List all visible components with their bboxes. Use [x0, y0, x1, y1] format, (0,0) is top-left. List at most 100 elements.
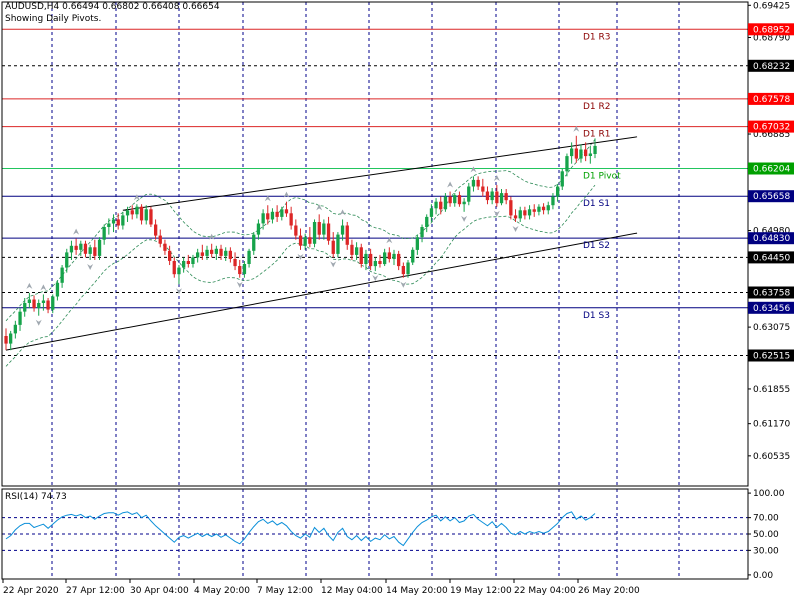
candle-body-9 [46, 300, 50, 310]
candle-body-22 [107, 223, 111, 227]
badge-d1-r2-bg [748, 92, 794, 105]
candle-body-78 [369, 253, 373, 267]
candle-body-44 [210, 249, 214, 254]
candle-body-50 [238, 266, 242, 275]
fractal-up-8 [40, 284, 47, 291]
fractal-up-5 [26, 282, 33, 289]
fractal-down-18 [87, 263, 94, 270]
candle-body-38 [182, 261, 186, 268]
fractal-up-72 [339, 209, 346, 216]
candle-body-92 [434, 201, 438, 209]
symbol-info: AUDUSD,H4 0.66494 0.66802 0.66408 0.6665… [5, 2, 220, 12]
time-tick-label-6: 14 May 20:00 [386, 586, 448, 596]
candle-body-96 [453, 195, 457, 204]
fractal-up-100 [470, 166, 477, 173]
candle-body-79 [373, 261, 377, 267]
candle-body-42 [200, 252, 204, 256]
price-badges: 0.68952 0.67578 0.67032 0.66204 0.65658 0.648… [748, 23, 794, 362]
fractal-down-85 [400, 281, 407, 288]
candle-body-71 [336, 234, 340, 254]
candle-body-91 [429, 208, 434, 217]
candle-body-60 [284, 209, 289, 214]
candle-body-105 [495, 191, 499, 204]
fractal-down-70 [330, 261, 337, 268]
candle-body-66 [312, 222, 317, 244]
badge-level-2: 0.63758 [753, 289, 790, 299]
candle-body-23 [111, 219, 116, 224]
candle-body-27 [130, 210, 134, 215]
candle-body-49 [233, 259, 237, 267]
candle-body-31 [149, 209, 153, 225]
candle-body-12 [60, 267, 64, 283]
candle-body-52 [247, 250, 251, 264]
candle-body-21 [102, 227, 106, 240]
badge-d1-r1-bg [748, 120, 794, 133]
candle-body-116 [546, 205, 550, 211]
candle-body-72 [340, 225, 345, 235]
pivot-label-d1-r3: D1 R3 [583, 32, 611, 42]
fractal-down-98 [461, 215, 468, 222]
candle-body-122 [574, 148, 578, 159]
fractal-up-15 [73, 228, 80, 235]
rsi-line [5, 511, 596, 547]
candle-body-77 [364, 253, 368, 264]
candle-body-3 [18, 311, 22, 325]
candle-body-15 [74, 245, 78, 250]
candle-body-14 [69, 245, 74, 253]
candle-body-81 [383, 252, 387, 265]
time-axis: 22 Apr 2020 27 Apr 12:00 30 Apr 04:00 4 May… [2, 579, 640, 596]
rsi-label: RSI(14) 74.73 [5, 492, 67, 502]
candle-body-102 [481, 186, 485, 192]
rsi-panel [2, 511, 748, 551]
candle-body-69 [326, 223, 331, 241]
candle-body-94 [443, 196, 448, 210]
pivot-label-d1-s2: D1 S2 [583, 241, 610, 251]
fractal-down-37 [175, 288, 182, 295]
candle-body-110 [518, 210, 522, 219]
badge-d1-r2: 0.67578 [753, 95, 790, 105]
candle-body-47 [224, 250, 228, 256]
pivot-label-d1-r2: D1 R2 [583, 102, 611, 112]
candle-body-118 [556, 186, 560, 197]
price-tick-label-0: 0.69425 [753, 1, 790, 11]
fractal-up-60 [283, 191, 290, 198]
candle-body-109 [513, 215, 518, 219]
candle-body-13 [65, 252, 69, 268]
fractal-down-50 [236, 281, 243, 288]
candle-body-107 [504, 193, 508, 201]
candle-body-104 [490, 191, 494, 201]
candle-body-99 [467, 186, 471, 202]
candle-body-103 [485, 191, 490, 201]
candle-body-1 [9, 333, 13, 344]
candle-body-64 [303, 237, 307, 246]
candle-body-75 [355, 247, 359, 255]
time-tick-label-8: 22 May 04:00 [514, 586, 576, 596]
candle-body-30 [144, 209, 148, 221]
candle-body-10 [51, 296, 55, 310]
candle-body-97 [457, 195, 462, 205]
time-tick-label-3: 4 May 20:00 [194, 586, 250, 596]
fractal-down-63 [297, 253, 304, 260]
badge-level-0-bg [748, 59, 794, 72]
fractal-up-28 [133, 194, 140, 201]
candle-body-57 [270, 211, 275, 220]
candle-body-88 [415, 237, 419, 250]
candle-body-106 [499, 193, 504, 204]
fractals [26, 125, 580, 326]
price-tick-label-2: 0.66885 [753, 130, 790, 140]
candle-body-26 [125, 210, 130, 216]
candle-body-41 [196, 252, 200, 258]
candle-body-24 [116, 219, 120, 226]
fractal-down-109 [512, 225, 519, 232]
candle-body-121 [570, 148, 574, 157]
badge-d1-s3-bg [748, 301, 794, 314]
candles [4, 135, 597, 351]
trendline-1 [122, 136, 638, 211]
fractal-up-95 [447, 181, 454, 188]
candle-body-37 [177, 267, 181, 275]
candle-body-119 [560, 171, 564, 187]
candle-body-8 [41, 300, 46, 303]
candle-body-93 [439, 201, 443, 210]
badge-level-3-bg [748, 349, 794, 362]
